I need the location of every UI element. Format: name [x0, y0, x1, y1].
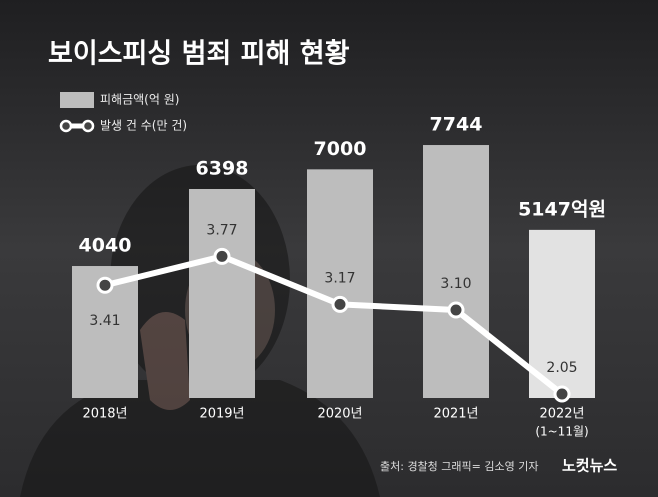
bar [529, 229, 595, 398]
line-value-label: 3.77 [206, 222, 237, 238]
chart-title: 보이스피싱 범죄 피해 현황 [48, 39, 350, 70]
bar-value-label: 4040 [79, 235, 132, 257]
line-value-label: 2.05 [546, 360, 577, 376]
x-tick-label: 2018년 [82, 407, 127, 422]
legend-swatch [60, 92, 94, 108]
bar-value-label: 5147억원 [518, 198, 606, 220]
line-point [96, 276, 114, 294]
legend-label: 발생 건 수(만 건) [100, 119, 187, 133]
bar-value-label: 6398 [196, 157, 249, 179]
brand: 노컷뉴스 [562, 457, 617, 475]
x-tick-label: 2021년 [433, 407, 478, 422]
bar [189, 188, 255, 398]
source: 출처: 경찰청 그래픽= 김소영 기자 [380, 460, 538, 473]
line-value-label: 3.10 [440, 276, 471, 292]
legend-label: 피해금액(억 원) [100, 93, 179, 107]
line-point [553, 385, 571, 403]
x-tick-note: (1~11월) [535, 425, 588, 439]
legend-swatch [81, 119, 95, 133]
bar [423, 145, 489, 398]
x-tick-label: 2022년 [539, 407, 584, 422]
line-point [331, 295, 349, 313]
x-tick-label: 2020년 [317, 407, 362, 422]
bar-value-label: 7000 [314, 138, 367, 160]
bar-value-label: 7744 [430, 114, 483, 136]
line-point [447, 301, 465, 319]
line-value-label: 3.41 [89, 313, 120, 329]
line-value-label: 3.17 [324, 270, 355, 286]
x-tick-label: 2019년 [199, 407, 244, 422]
bar [307, 169, 373, 398]
line-point [213, 247, 231, 265]
legend-swatch [59, 119, 73, 133]
